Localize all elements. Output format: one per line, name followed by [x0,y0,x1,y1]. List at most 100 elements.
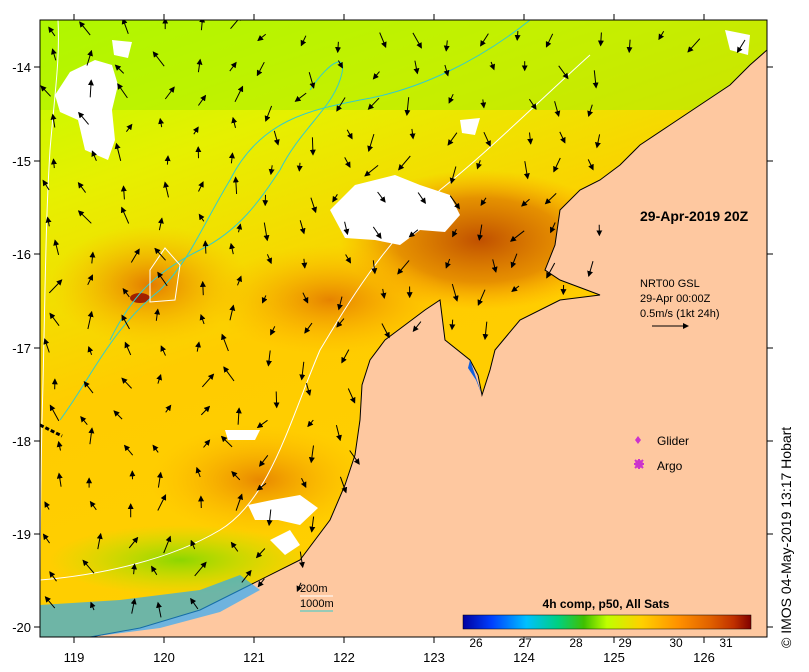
platform-legend: Glider Argo [634,434,689,473]
colorbar-tick: 31 [719,636,733,650]
current-vector [381,323,390,339]
current-vector [44,596,56,609]
current-vector [294,92,307,102]
current-vector [152,51,165,67]
current-vector [308,72,316,89]
current-vector [120,206,130,224]
colorbar-tick: 29 [618,636,632,650]
current-product: NRT00 GSL [640,278,700,290]
current-vector [587,104,593,118]
current-vector [268,165,275,176]
current-vector [117,83,128,99]
current-vector [298,551,305,569]
cool-coastal-fringe [40,575,260,637]
current-vector [273,391,280,409]
colorbar-gradient [462,614,752,630]
current-vector [480,99,487,109]
current-vector [48,26,56,37]
glider-track [40,423,63,438]
current-vector [88,427,95,445]
current-vector [341,349,350,364]
current-vector [128,536,139,549]
current-vector [337,60,343,69]
current-vector [124,341,132,356]
current-vector [687,38,701,53]
current-vector [156,601,162,618]
current-vector [49,571,57,582]
current-vector [296,162,303,172]
current-vector [120,185,127,200]
current-vector [270,326,276,336]
current-vector [371,260,378,275]
current-vector [544,193,557,205]
current-vector [50,113,57,128]
current-vector [199,280,206,296]
current-vector [409,128,416,140]
current-vector [197,94,207,106]
current-vector [345,254,352,264]
current-vector [452,229,458,238]
current-vector [256,61,265,77]
current-vector [130,598,137,614]
current-vector [56,440,63,451]
current-vector [626,39,633,54]
green-band-south [50,525,310,595]
current-vector [113,410,123,420]
current-vector [163,535,172,554]
isobath-deep-label: 1000m [300,598,334,610]
current-vector [443,64,450,77]
current-vector [300,477,307,489]
current-vector [198,213,205,222]
current-vector [114,64,125,74]
current-vector [412,321,422,332]
current-vector-field [40,20,746,618]
current-vector [480,33,489,47]
current-vector [412,32,422,49]
current-vector [261,295,268,304]
current-vector [510,230,525,242]
current-vector [40,85,51,97]
current-vector [310,197,317,214]
lon-label: 124 [513,650,535,665]
current-vector [221,333,229,352]
glider-label: Glider [657,434,689,448]
isobath-eddy-loop [149,247,181,303]
current-vector [449,319,456,331]
arrow-scale-label: 0.5m/s (1kt 24h) [640,308,719,320]
current-vector [96,532,103,550]
plot-border [39,19,768,638]
current-vector [308,445,315,464]
current-vector [477,289,486,306]
current-vector [230,20,243,30]
current-vector [50,158,57,169]
current-vector [476,160,482,170]
current-vector [483,131,491,147]
current-vector [257,33,267,42]
isobath-200m-shelf [40,54,591,581]
current-vector [335,41,342,54]
current-vector [192,126,199,135]
current-vector [344,157,351,168]
current-vector [263,222,270,242]
current-vector [451,283,459,302]
current-vector [527,132,534,145]
lat-label: -16 [12,247,31,262]
map-timestamp: 29-Apr-2019 20Z [640,208,749,224]
current-vector [300,35,307,47]
current-vector [449,166,457,184]
current-vector [380,288,387,299]
colorbar-ticks: 26 27 28 29 30 31 [469,636,733,650]
current-vector [408,229,419,238]
current-vector [343,221,350,236]
current-vector [199,20,206,31]
current-vector [266,254,272,265]
current-vector [372,226,382,240]
current-vector [307,419,314,428]
current-vector [364,165,379,177]
current-vector [305,383,312,396]
current-vector [130,248,140,263]
current-vector [196,58,203,73]
current-vector [231,116,238,129]
current-vector [413,60,420,75]
current-vector [121,377,132,389]
